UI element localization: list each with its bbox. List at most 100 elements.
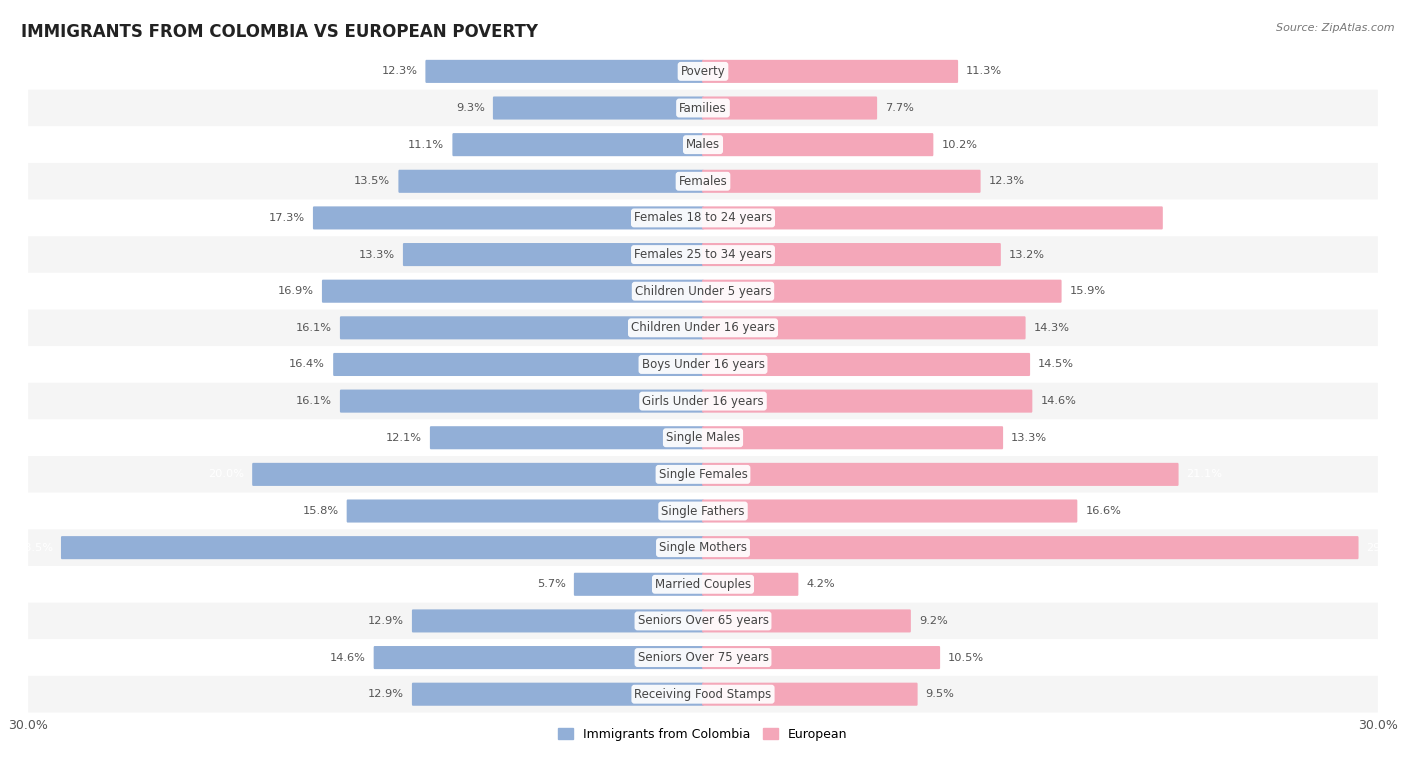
Text: 14.5%: 14.5% <box>1038 359 1074 369</box>
Text: Children Under 16 years: Children Under 16 years <box>631 321 775 334</box>
Text: 16.4%: 16.4% <box>290 359 325 369</box>
Text: 29.1%: 29.1% <box>1367 543 1403 553</box>
FancyBboxPatch shape <box>28 309 1378 346</box>
Text: 13.3%: 13.3% <box>1011 433 1047 443</box>
FancyBboxPatch shape <box>404 243 704 266</box>
Text: 5.7%: 5.7% <box>537 579 565 589</box>
Text: Single Mothers: Single Mothers <box>659 541 747 554</box>
FancyBboxPatch shape <box>374 646 704 669</box>
FancyBboxPatch shape <box>322 280 704 302</box>
Text: Children Under 5 years: Children Under 5 years <box>634 285 772 298</box>
FancyBboxPatch shape <box>702 60 957 83</box>
Text: Single Fathers: Single Fathers <box>661 505 745 518</box>
FancyBboxPatch shape <box>347 500 704 522</box>
FancyBboxPatch shape <box>28 639 1378 676</box>
Text: Receiving Food Stamps: Receiving Food Stamps <box>634 688 772 700</box>
Text: Source: ZipAtlas.com: Source: ZipAtlas.com <box>1277 23 1395 33</box>
FancyBboxPatch shape <box>28 493 1378 529</box>
Text: 10.5%: 10.5% <box>948 653 984 662</box>
Text: Females 18 to 24 years: Females 18 to 24 years <box>634 211 772 224</box>
Text: 14.6%: 14.6% <box>1040 396 1077 406</box>
Text: Families: Families <box>679 102 727 114</box>
FancyBboxPatch shape <box>702 683 918 706</box>
Text: 16.6%: 16.6% <box>1085 506 1122 516</box>
Text: 7.7%: 7.7% <box>886 103 914 113</box>
Text: 9.2%: 9.2% <box>920 616 948 626</box>
Text: IMMIGRANTS FROM COLOMBIA VS EUROPEAN POVERTY: IMMIGRANTS FROM COLOMBIA VS EUROPEAN POV… <box>21 23 538 41</box>
Text: Poverty: Poverty <box>681 65 725 78</box>
FancyBboxPatch shape <box>28 346 1378 383</box>
FancyBboxPatch shape <box>702 426 1002 449</box>
FancyBboxPatch shape <box>398 170 704 193</box>
FancyBboxPatch shape <box>426 60 704 83</box>
Text: 12.1%: 12.1% <box>385 433 422 443</box>
FancyBboxPatch shape <box>28 383 1378 419</box>
FancyBboxPatch shape <box>28 456 1378 493</box>
FancyBboxPatch shape <box>702 463 1178 486</box>
Text: 9.5%: 9.5% <box>925 689 955 699</box>
FancyBboxPatch shape <box>702 170 980 193</box>
FancyBboxPatch shape <box>702 96 877 120</box>
Text: Boys Under 16 years: Boys Under 16 years <box>641 358 765 371</box>
Text: 15.8%: 15.8% <box>302 506 339 516</box>
Text: 16.1%: 16.1% <box>295 323 332 333</box>
FancyBboxPatch shape <box>28 89 1378 127</box>
FancyBboxPatch shape <box>702 536 1358 559</box>
FancyBboxPatch shape <box>340 390 704 412</box>
FancyBboxPatch shape <box>702 133 934 156</box>
Text: 11.3%: 11.3% <box>966 67 1002 77</box>
Text: 12.3%: 12.3% <box>988 177 1025 186</box>
Text: 21.1%: 21.1% <box>1187 469 1223 479</box>
Text: Females: Females <box>679 175 727 188</box>
Text: 15.9%: 15.9% <box>1070 287 1105 296</box>
Legend: Immigrants from Colombia, European: Immigrants from Colombia, European <box>554 723 852 746</box>
FancyBboxPatch shape <box>430 426 704 449</box>
Text: Single Males: Single Males <box>666 431 740 444</box>
FancyBboxPatch shape <box>702 206 1163 230</box>
FancyBboxPatch shape <box>333 353 704 376</box>
Text: 12.9%: 12.9% <box>368 616 404 626</box>
FancyBboxPatch shape <box>702 646 941 669</box>
Text: Single Females: Single Females <box>658 468 748 481</box>
FancyBboxPatch shape <box>412 609 704 632</box>
FancyBboxPatch shape <box>340 316 704 340</box>
FancyBboxPatch shape <box>702 500 1077 522</box>
FancyBboxPatch shape <box>494 96 704 120</box>
FancyBboxPatch shape <box>314 206 704 230</box>
FancyBboxPatch shape <box>702 316 1025 340</box>
FancyBboxPatch shape <box>702 573 799 596</box>
Text: 20.4%: 20.4% <box>1171 213 1206 223</box>
FancyBboxPatch shape <box>28 676 1378 713</box>
FancyBboxPatch shape <box>28 603 1378 639</box>
Text: 10.2%: 10.2% <box>942 139 977 149</box>
Text: 17.3%: 17.3% <box>269 213 305 223</box>
FancyBboxPatch shape <box>28 273 1378 309</box>
FancyBboxPatch shape <box>574 573 704 596</box>
Text: Females 25 to 34 years: Females 25 to 34 years <box>634 248 772 261</box>
Text: 13.3%: 13.3% <box>359 249 395 259</box>
FancyBboxPatch shape <box>28 199 1378 236</box>
Text: Married Couples: Married Couples <box>655 578 751 590</box>
FancyBboxPatch shape <box>28 163 1378 199</box>
Text: Girls Under 16 years: Girls Under 16 years <box>643 395 763 408</box>
Text: 13.2%: 13.2% <box>1010 249 1045 259</box>
FancyBboxPatch shape <box>252 463 704 486</box>
Text: 16.1%: 16.1% <box>295 396 332 406</box>
FancyBboxPatch shape <box>702 390 1032 412</box>
Text: 12.3%: 12.3% <box>381 67 418 77</box>
Text: 14.3%: 14.3% <box>1033 323 1070 333</box>
Text: Males: Males <box>686 138 720 151</box>
FancyBboxPatch shape <box>702 243 1001 266</box>
FancyBboxPatch shape <box>60 536 704 559</box>
Text: Seniors Over 65 years: Seniors Over 65 years <box>637 615 769 628</box>
FancyBboxPatch shape <box>453 133 704 156</box>
Text: 9.3%: 9.3% <box>456 103 485 113</box>
FancyBboxPatch shape <box>412 683 704 706</box>
FancyBboxPatch shape <box>28 419 1378 456</box>
FancyBboxPatch shape <box>702 280 1062 302</box>
FancyBboxPatch shape <box>28 53 1378 89</box>
Text: 20.0%: 20.0% <box>208 469 245 479</box>
FancyBboxPatch shape <box>28 529 1378 566</box>
Text: 28.5%: 28.5% <box>17 543 53 553</box>
Text: 16.9%: 16.9% <box>278 287 314 296</box>
